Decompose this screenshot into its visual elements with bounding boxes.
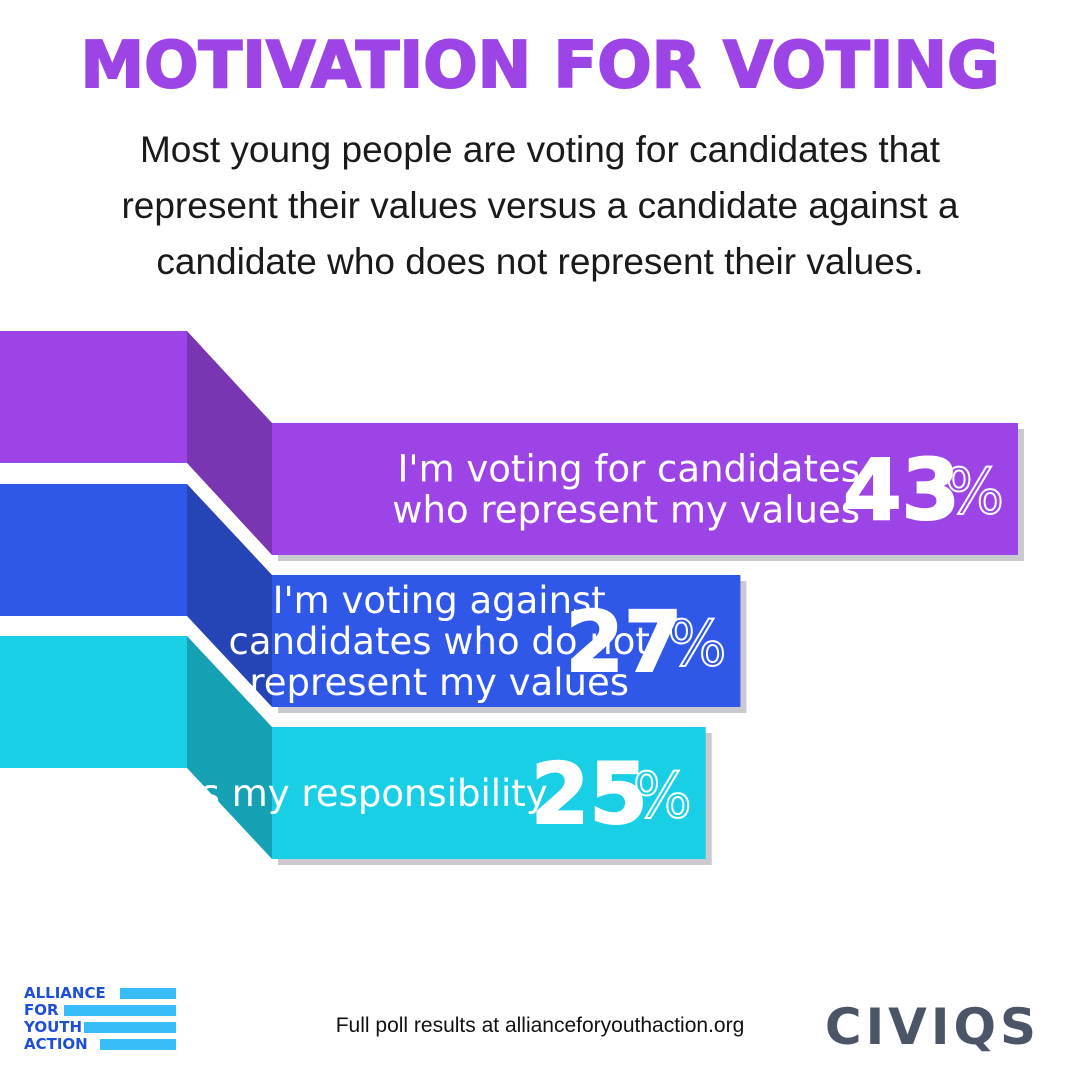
logo-word: FOR bbox=[24, 1001, 59, 1019]
ribbon-left-strip bbox=[0, 331, 187, 463]
logo-wordmark: ALLIANCE FOR YOUTH ACTION bbox=[24, 985, 106, 1053]
bar-value-label: 25 bbox=[531, 745, 648, 843]
page-title: MOTIVATION FOR VOTING bbox=[79, 28, 1000, 104]
category-label: candidates who do not bbox=[229, 620, 650, 663]
ribbon-fold bbox=[187, 331, 272, 555]
logo-word: ACTION bbox=[24, 1035, 88, 1053]
logo-stripe bbox=[84, 1022, 176, 1033]
logo-word: YOUTH bbox=[24, 1018, 83, 1036]
percent-unit-label: % bbox=[667, 607, 726, 680]
bar bbox=[272, 423, 1018, 555]
logo-stripe bbox=[120, 988, 176, 999]
bar bbox=[272, 727, 706, 859]
alliance-for-youth-action-logo: ALLIANCE FOR YOUTH ACTION bbox=[24, 985, 184, 1055]
footer-text: Full poll results at allianceforyouthact… bbox=[335, 1014, 745, 1037]
page-subtitle: Most young people are voting for candida… bbox=[121, 129, 959, 282]
ribbon-fold bbox=[187, 484, 272, 707]
bar bbox=[272, 575, 741, 707]
category-label: I'm voting against bbox=[273, 579, 606, 622]
category-label: who represent my values bbox=[392, 489, 860, 532]
category-label: I'm voting for candidates bbox=[398, 448, 860, 491]
ribbon-left-strip bbox=[0, 484, 187, 616]
category-label: It's my responsibility bbox=[165, 772, 548, 815]
ribbon-left-strip bbox=[0, 636, 187, 768]
civiqs-logo: CIVIQS bbox=[824, 998, 1040, 1056]
logo-word: ALLIANCE bbox=[24, 984, 106, 1002]
logo-stripe bbox=[100, 1039, 176, 1050]
ribbon-fold bbox=[187, 636, 272, 859]
logo-stripe bbox=[64, 1005, 176, 1016]
bar-value-label: 43 bbox=[843, 441, 960, 539]
percent-unit-label: % bbox=[633, 759, 692, 832]
category-label: represent my values bbox=[249, 661, 629, 704]
percent-unit-label: % bbox=[945, 455, 1004, 528]
bar-value-label: 27 bbox=[566, 593, 683, 691]
